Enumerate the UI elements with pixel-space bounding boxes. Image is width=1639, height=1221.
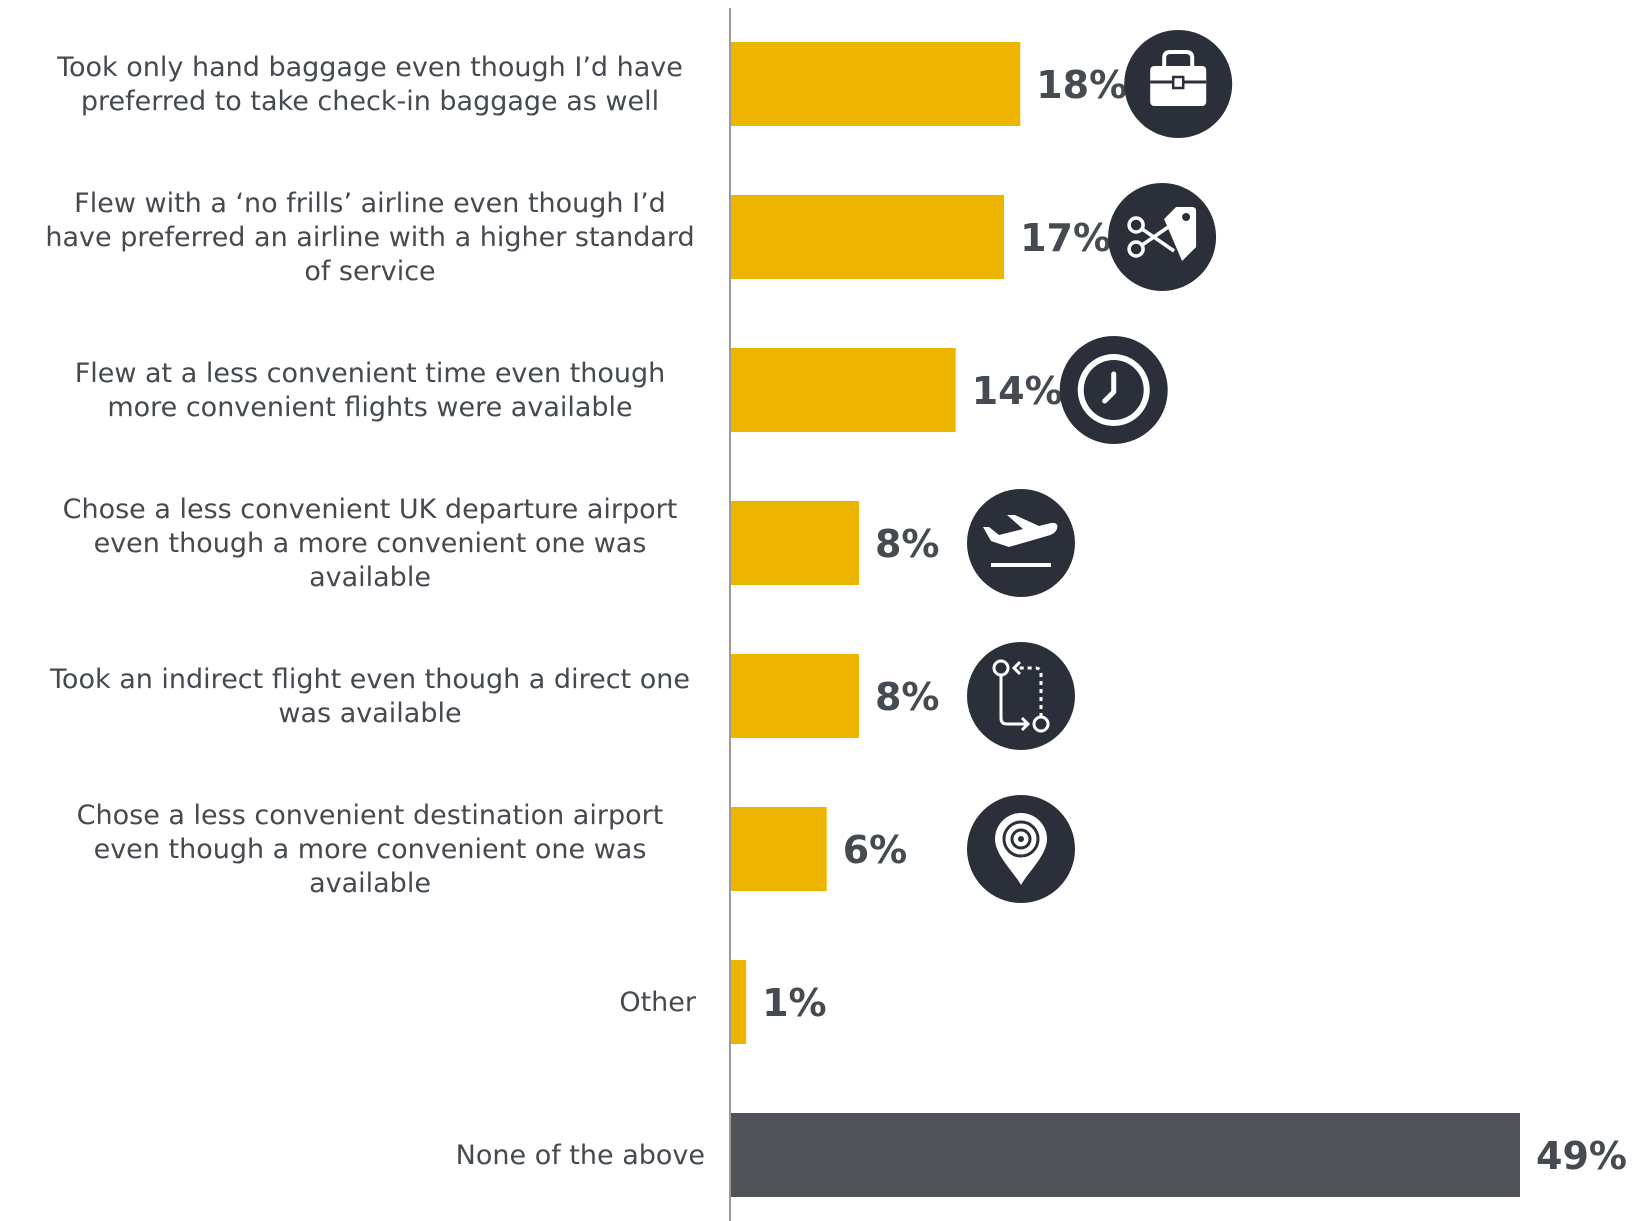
category-label-7: Other xyxy=(619,987,697,1018)
plane-takeoff-icon xyxy=(967,489,1075,597)
value-label-6: 6% xyxy=(843,828,908,872)
category-label-line: preferred to take check-in baggage as we… xyxy=(81,86,659,117)
bar-6 xyxy=(730,807,827,891)
category-label-line: Took only hand baggage even though I’d h… xyxy=(56,52,683,83)
value-label-5: 8% xyxy=(875,675,940,719)
value-label-4: 8% xyxy=(875,522,940,566)
category-label-line: Took an indirect flight even though a di… xyxy=(49,664,690,695)
briefcase-icon xyxy=(1124,30,1233,138)
category-label-4: Chose a less convenient UK departure air… xyxy=(63,494,678,593)
icons xyxy=(967,30,1233,903)
value-labels: 18% 17% 14% 8% 8% 6% 1% 49% xyxy=(762,63,1627,1178)
category-label-line: of service xyxy=(304,256,435,287)
category-label-line: Chose a less convenient destination airp… xyxy=(77,800,664,831)
value-label-3: 14% xyxy=(972,369,1063,413)
category-label-line: available xyxy=(309,868,431,899)
location-pin-icon xyxy=(967,795,1075,903)
category-label-line: Other xyxy=(619,987,697,1018)
category-label-line: was available xyxy=(278,698,461,729)
category-label-2: Flew with a ‘no frills’ airline even tho… xyxy=(45,188,694,287)
category-label-line: more convenient flights were available xyxy=(107,392,632,423)
category-label-line: Flew at a less convenient time even thou… xyxy=(75,358,666,389)
category-label-8: None of the above xyxy=(456,1140,705,1171)
category-label-5: Took an indirect flight even though a di… xyxy=(49,664,690,729)
category-label-line: available xyxy=(309,562,431,593)
value-label-7: 1% xyxy=(762,981,827,1025)
category-label-line: Chose a less convenient UK departure air… xyxy=(63,494,678,525)
category-label-3: Flew at a less convenient time even thou… xyxy=(75,358,666,423)
clock-icon xyxy=(1059,336,1168,444)
bar-3 xyxy=(730,348,956,432)
category-label-line: Flew with a ‘no frills’ airline even tho… xyxy=(74,188,666,219)
bars xyxy=(730,42,1520,1197)
value-label-8: 49% xyxy=(1536,1134,1627,1178)
bar-1 xyxy=(730,42,1021,126)
category-label-6: Chose a less convenient destination airp… xyxy=(77,800,664,899)
category-label-line: None of the above xyxy=(456,1140,705,1171)
category-label-line: have preferred an airline with a higher … xyxy=(45,222,694,253)
bar-2 xyxy=(730,195,1005,279)
value-label-1: 18% xyxy=(1036,63,1127,107)
bar-7 xyxy=(730,960,747,1044)
bar-4 xyxy=(730,501,859,585)
bar-8 xyxy=(730,1113,1520,1197)
category-label-1: Took only hand baggage even though I’d h… xyxy=(56,52,683,117)
bar-5 xyxy=(730,654,859,738)
category-labels: Took only hand baggage even though I’d h… xyxy=(45,52,705,1171)
scissors-tag-icon xyxy=(1108,183,1217,291)
category-label-line: even though a more convenient one was xyxy=(94,834,647,865)
value-label-2: 17% xyxy=(1020,216,1111,260)
indirect-route-icon xyxy=(967,642,1075,750)
category-label-line: even though a more convenient one was xyxy=(94,528,647,559)
